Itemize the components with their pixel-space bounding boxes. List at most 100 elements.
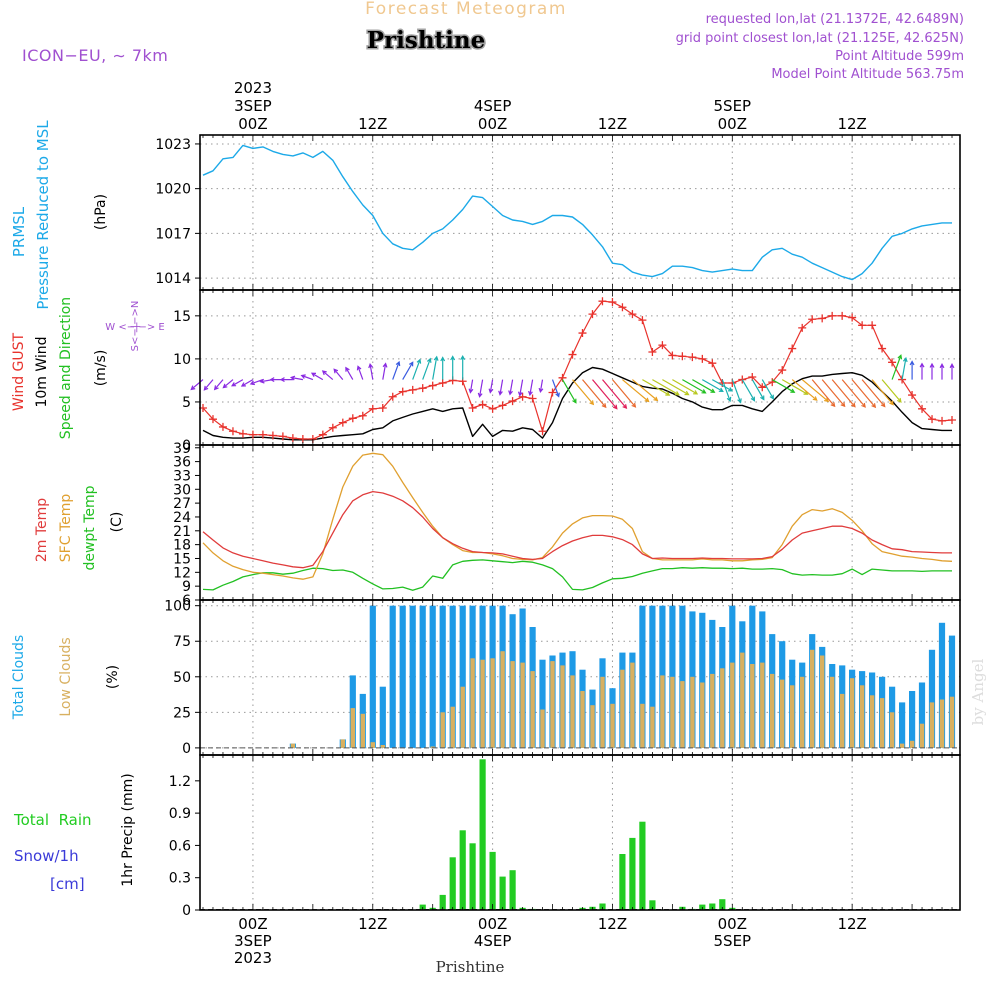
- total-cloud-bar: [918, 682, 926, 748]
- gust-point: [588, 310, 597, 319]
- low-cloud-bar: [500, 651, 505, 748]
- panel-frame: [199, 134, 961, 291]
- gust-point: [608, 298, 617, 307]
- cloud-labels: Total Clouds Low Clouds (%): [11, 635, 121, 720]
- total-cloud-bar: [539, 659, 546, 748]
- gust-point: [348, 414, 357, 423]
- gust-point: [418, 384, 427, 393]
- precip-labels: Total Rain Snow/1h [cm] 1hr Precip (mm): [13, 773, 136, 893]
- data-layer: [190, 144, 960, 910]
- compass-sn: S<−|−>N: [130, 301, 141, 352]
- gust-label: Wind GUST: [11, 332, 27, 411]
- top-time-label: 5SEP: [714, 97, 752, 115]
- gust-point: [378, 403, 387, 412]
- y-tick-label: 15: [173, 551, 191, 567]
- low-cloud-bar: [490, 658, 495, 748]
- total-cloud-bar: [909, 691, 916, 748]
- y-tick-label: 33: [173, 468, 191, 484]
- rain-bar: [469, 843, 476, 910]
- wind-arrow: [891, 354, 903, 380]
- y-tick-label: 36: [173, 455, 191, 471]
- low-cloud-bar: [540, 709, 545, 748]
- gust-point: [548, 388, 557, 397]
- gust-point: [788, 344, 797, 353]
- wind-arrow: [582, 379, 607, 409]
- gust-point: [258, 430, 267, 439]
- wind-arrow: [672, 379, 699, 395]
- y-tick-label: 0: [182, 903, 191, 919]
- low-cloud-bar: [810, 649, 815, 748]
- wind-arrow: [741, 379, 756, 402]
- wind-arrow: [919, 362, 925, 380]
- y-tick-label: 0: [182, 741, 191, 757]
- snow-unit: [cm]: [50, 875, 85, 893]
- y-tick-label: 6: [182, 593, 191, 609]
- low-cloud-bar: [590, 705, 595, 748]
- gust-point: [278, 432, 287, 441]
- low-cloud-bar: [919, 723, 925, 748]
- y-tick-label: 21: [173, 524, 191, 540]
- y-tick-label: 50: [173, 670, 191, 686]
- wind-arrow: [508, 379, 514, 396]
- gust-point: [438, 379, 447, 387]
- y-tick-label: 18: [173, 538, 191, 554]
- wind-arrow: [721, 379, 732, 403]
- top-time-label: 00Z: [238, 115, 267, 133]
- low-cloud-label: Low Clouds: [58, 637, 74, 716]
- gust-point: [818, 314, 827, 323]
- gust-point: [628, 310, 637, 319]
- total-cloud-bar: [639, 605, 646, 748]
- gust-point: [468, 403, 477, 412]
- low-cloud-bar: [450, 706, 455, 748]
- y-tick-label: 0: [182, 438, 191, 454]
- wind-arrow: [632, 379, 659, 402]
- total-cloud-bar: [439, 605, 446, 748]
- rain-bar: [479, 759, 486, 910]
- y-tick-label: 1017: [155, 226, 191, 242]
- y-tick-label: 0.3: [169, 871, 191, 887]
- total-cloud-bar: [409, 605, 416, 748]
- gust-point: [838, 311, 847, 320]
- panel-frame: [199, 444, 961, 601]
- wind-arrow: [592, 379, 618, 410]
- rain-bar: [619, 854, 626, 910]
- total-cloud-bar: [459, 605, 466, 748]
- low-cloud-bar: [780, 679, 785, 748]
- wind-arrow: [538, 379, 544, 394]
- wind-arrow: [477, 379, 484, 398]
- credit-watermark: by Angel: [969, 658, 987, 725]
- low-cloud-bar: [800, 676, 805, 748]
- low-cloud-bar: [340, 739, 345, 748]
- footer-location: Prishtine: [436, 958, 505, 976]
- low-cloud-bar: [770, 673, 775, 748]
- pressure-series-line: [202, 144, 952, 281]
- total-cloud-bar: [369, 605, 376, 748]
- low-cloud-bar: [370, 742, 375, 748]
- wind-arrow: [203, 379, 214, 391]
- meteogram-subtitle: Forecast Meteogram: [365, 0, 567, 19]
- gust-point: [938, 416, 947, 425]
- low-cloud-bar: [909, 740, 915, 748]
- rain-label: Total Rain: [13, 811, 92, 829]
- low-cloud-bar: [929, 702, 935, 748]
- gust-point: [338, 418, 347, 427]
- top-time-label: 3SEP: [234, 97, 272, 115]
- bottom-time-label: 12Z: [837, 915, 866, 933]
- dew-label: dewpt Temp: [82, 485, 98, 570]
- requested-coords: requested lon,lat (21.1372E, 42.6489N): [706, 12, 964, 27]
- wind-arrow: [791, 379, 818, 401]
- axis-layer: 1014101710201023051015691215182124273033…: [155, 79, 961, 967]
- gust-point: [208, 415, 217, 424]
- wind-arrow: [662, 379, 690, 396]
- total-cloud-bar: [429, 605, 436, 748]
- y-tick-label: 39: [173, 441, 191, 457]
- wind-labels: Wind GUST 10m Wind Speed and Direction (…: [11, 297, 165, 439]
- low-cloud-bar: [610, 703, 615, 748]
- gust-series-line: [202, 300, 953, 440]
- precip-unit: 1hr Precip (mm): [120, 773, 136, 886]
- wind-arrow: [213, 379, 224, 391]
- total-cloud-bar: [399, 605, 406, 748]
- y-tick-label: 30: [173, 482, 191, 498]
- gust-point: [568, 350, 577, 359]
